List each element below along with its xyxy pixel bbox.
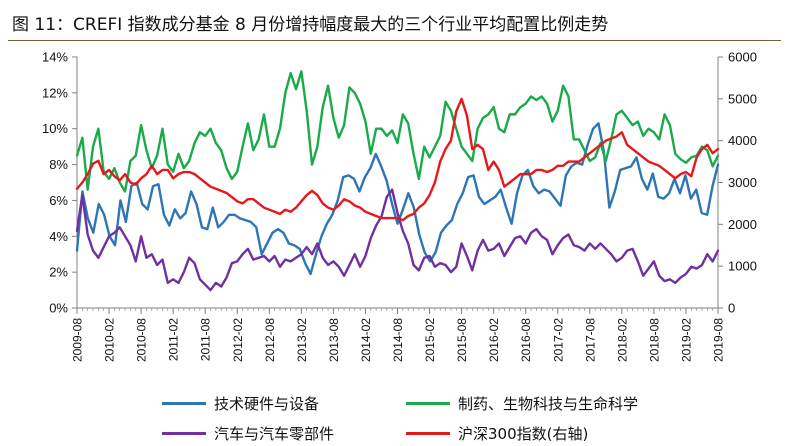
- legend-item-tech: 技术硬件与设备: [162, 390, 319, 416]
- x-tick-label: 2012-08: [263, 318, 277, 362]
- x-tick-label: 2013-08: [327, 318, 341, 362]
- legend-swatch-tech: [162, 401, 206, 405]
- chart-axes: 0% 2% 4% 6% 8% 10% 12% 14% 0 1000 2000 3000 4000 5000…: [42, 50, 757, 363]
- x-tick-label: 2011-08: [199, 318, 213, 361]
- series-line-auto: [75, 188, 720, 292]
- legend-swatch-hs300: [406, 431, 450, 435]
- x-tick-label: 2018-08: [647, 318, 661, 362]
- y-right-tick-label: 5000: [728, 91, 757, 106]
- y-left-tick-label: 10%: [42, 121, 68, 136]
- x-tick-label: 2017-08: [583, 318, 597, 362]
- legend-label-auto: 汽车与汽车零部件: [214, 424, 335, 443]
- legend-item-hs300: 沪深300指数(右轴): [406, 420, 588, 446]
- chart-legend: 技术硬件与设备 制药、生物科技与生命科学 汽车与汽车零部件 沪深300指数(右轴…: [0, 380, 787, 446]
- legend-item-auto: 汽车与汽车零部件: [162, 420, 334, 446]
- x-tick-label: 2018-02: [615, 318, 629, 362]
- legend-swatch-auto: [162, 431, 206, 435]
- y-left-tick-label: 2%: [49, 265, 68, 280]
- series-line-tech: [75, 122, 720, 276]
- y-right-tick-label: 6000: [728, 50, 757, 65]
- title-underline: [8, 40, 781, 41]
- legend-label-hs300: 沪深300指数(右轴): [458, 424, 589, 443]
- legend-item-pharma: 制药、生物科技与生命科学: [406, 390, 638, 416]
- y-left-tick-label: 0%: [49, 301, 68, 316]
- y-right-tick-label: 2000: [728, 217, 757, 232]
- figure-title: 图 11：CREFI 指数成分基金 8 月份增持幅度最大的三个行业平均配置比例走…: [12, 15, 609, 35]
- x-tick-label: 2015-02: [423, 318, 437, 362]
- y-right-tick-label: 3000: [728, 175, 757, 190]
- y-left-tick-label: 8%: [49, 157, 68, 172]
- y-left-tick-label: 12%: [42, 85, 68, 100]
- x-tick-label: 2012-02: [231, 318, 245, 362]
- legend-swatch-pharma: [406, 401, 450, 405]
- series-line-hs300: [75, 97, 720, 222]
- y-right-tick-label: 0: [728, 301, 735, 316]
- x-tick-label: 2009-08: [71, 318, 85, 362]
- y-right-tick-label: 4000: [728, 133, 757, 148]
- x-tick-label: 2016-08: [519, 318, 533, 362]
- y-left-tick-label: 4%: [49, 229, 68, 244]
- x-tick-label: 2011-02: [167, 318, 181, 361]
- x-tick-label: 2019-08: [712, 318, 726, 362]
- x-tick-label: 2017-02: [551, 318, 565, 362]
- y-left-tick-label: 14%: [42, 50, 68, 65]
- line-chart: 0% 2% 4% 6% 8% 10% 12% 14% 0 1000 2000 3000 4000 5000…: [42, 50, 757, 363]
- legend-label-pharma: 制药、生物科技与生命科学: [458, 394, 639, 413]
- chart-series: [75, 70, 720, 292]
- x-tick-label: 2014-08: [391, 318, 405, 362]
- x-tick-label: 2019-02: [679, 318, 693, 362]
- x-tick-label: 2016-02: [487, 318, 501, 362]
- y-right-tick-label: 1000: [728, 259, 757, 274]
- x-tick-label: 2014-02: [359, 318, 373, 362]
- x-tick-label: 2015-08: [455, 318, 469, 362]
- y-left-tick-label: 6%: [49, 193, 68, 208]
- x-tick-label: 2013-02: [295, 318, 309, 362]
- x-tick-label: 2010-02: [103, 318, 117, 362]
- x-tick-label: 2010-08: [135, 318, 149, 362]
- legend-label-tech: 技术硬件与设备: [214, 394, 320, 413]
